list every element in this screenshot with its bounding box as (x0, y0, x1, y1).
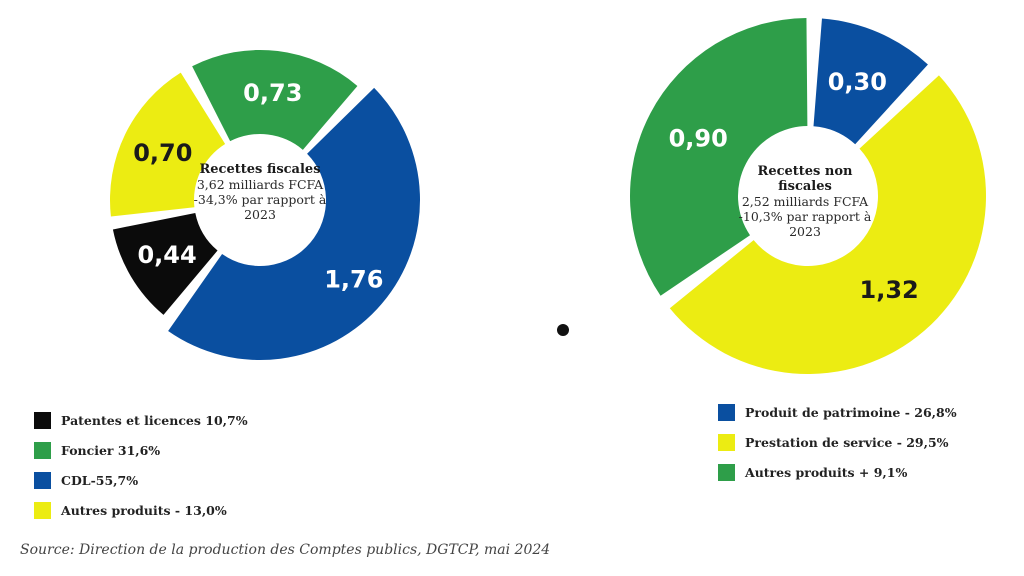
center-title: Recettes fiscales (199, 162, 321, 177)
source-note: Source: Direction de la production des C… (20, 542, 551, 558)
center-line: 2,52 milliards FCFA (741, 194, 869, 209)
donut-slice (110, 72, 226, 217)
legend-item: Foncier 31,6% (34, 435, 248, 465)
legend-item: Patentes et licences 10,7% (34, 405, 248, 435)
legend-swatch (718, 403, 735, 421)
center-label-left: Recettes fiscales 3,62 milliards FCFA -3… (192, 162, 328, 222)
legend-label: Autres produits - 13,0% (61, 502, 227, 518)
center-line: 2023 (789, 224, 821, 239)
center-line: -34,3% par rapport à (193, 192, 327, 207)
slice-value-label: 0,30 (828, 68, 887, 96)
slice-value-label: 1,32 (860, 276, 919, 304)
slice-value-label: 1,76 (324, 266, 383, 294)
legend-label: Autres produits + 9,1% (745, 464, 908, 480)
center-line: -10,3% par rapport à (738, 209, 872, 224)
donut-slice (813, 18, 928, 145)
separator-dot (557, 324, 569, 336)
slice-value-label: 0,90 (669, 124, 728, 152)
center-label-right: Recettes non fiscales 2,52 milliards FCF… (737, 164, 873, 239)
donut-slice (630, 18, 808, 296)
legend-item: Prestation de service - 29,5% (718, 427, 957, 457)
center-title: Recettes non fiscales (757, 164, 853, 194)
donut-slice (669, 75, 986, 374)
donut-slice (168, 87, 421, 361)
legend-item: CDL-55,7% (34, 465, 248, 495)
legend-swatch (34, 441, 51, 459)
center-line: 2023 (244, 207, 276, 222)
legend-swatch (718, 433, 735, 451)
legend-swatch (34, 471, 51, 489)
donut-slice (112, 212, 218, 315)
legend-label: CDL-55,7% (61, 472, 139, 488)
legend-swatch (34, 501, 51, 519)
donut-slice (192, 49, 358, 150)
center-line: 3,62 milliards FCFA (196, 177, 324, 192)
legend-swatch (718, 463, 735, 481)
legend-right: Produit de patrimoine - 26,8% Prestation… (718, 397, 957, 487)
legend-label: Prestation de service - 29,5% (745, 434, 949, 450)
slice-value-label: 0,70 (133, 139, 192, 167)
legend-item: Autres produits + 9,1% (718, 457, 957, 487)
legend-swatch (34, 411, 51, 429)
legend-left: Patentes et licences 10,7% Foncier 31,6%… (34, 405, 248, 525)
legend-item: Produit de patrimoine - 26,8% (718, 397, 957, 427)
legend-label: Produit de patrimoine - 26,8% (745, 404, 957, 420)
slice-value-label: 0,44 (137, 241, 196, 269)
legend-label: Patentes et licences 10,7% (61, 412, 248, 428)
legend-label: Foncier 31,6% (61, 442, 161, 458)
slice-value-label: 0,73 (243, 79, 302, 107)
legend-item: Autres produits - 13,0% (34, 495, 248, 525)
